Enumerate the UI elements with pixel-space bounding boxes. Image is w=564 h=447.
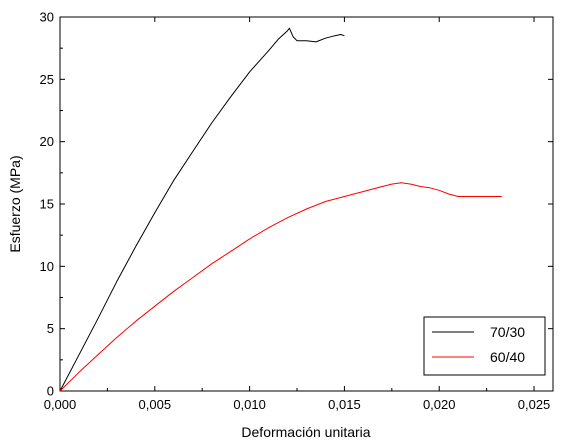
x-axis-title: Deformación unitaria (241, 424, 370, 440)
series-line-60-40 (59, 182, 502, 392)
legend-label-60-40: 60/40 (490, 349, 525, 365)
x-axis-ticks: 0,000 0,005 0,010 0,015 0,020 0,025 (44, 17, 551, 412)
x-tick-label: 0,025 (518, 397, 551, 412)
legend-box (423, 316, 546, 376)
y-tick-label: 5 (47, 321, 54, 336)
x-tick-label: 0,015 (328, 397, 361, 412)
y-tick-label: 15 (40, 197, 54, 212)
legend-label-70-30: 70/30 (490, 324, 525, 340)
legend: 70/30 60/40 (423, 316, 546, 376)
y-axis-ticks: 0 5 10 15 20 25 30 (40, 10, 553, 399)
y-tick-label: 25 (40, 72, 54, 87)
x-tick-label: 0,020 (423, 397, 456, 412)
x-tick-label: 0,005 (139, 397, 172, 412)
series-line-70-30 (59, 27, 345, 392)
series-layer (59, 27, 502, 392)
y-tick-label: 20 (40, 134, 54, 149)
y-axis-title: Esfuerzo (MPa) (7, 155, 23, 252)
y-tick-label: 10 (40, 259, 54, 274)
x-tick-label: 0,010 (233, 397, 266, 412)
y-tick-label: 30 (40, 10, 54, 25)
y-tick-label: 0 (47, 384, 54, 399)
x-tick-label: 0,000 (44, 397, 77, 412)
